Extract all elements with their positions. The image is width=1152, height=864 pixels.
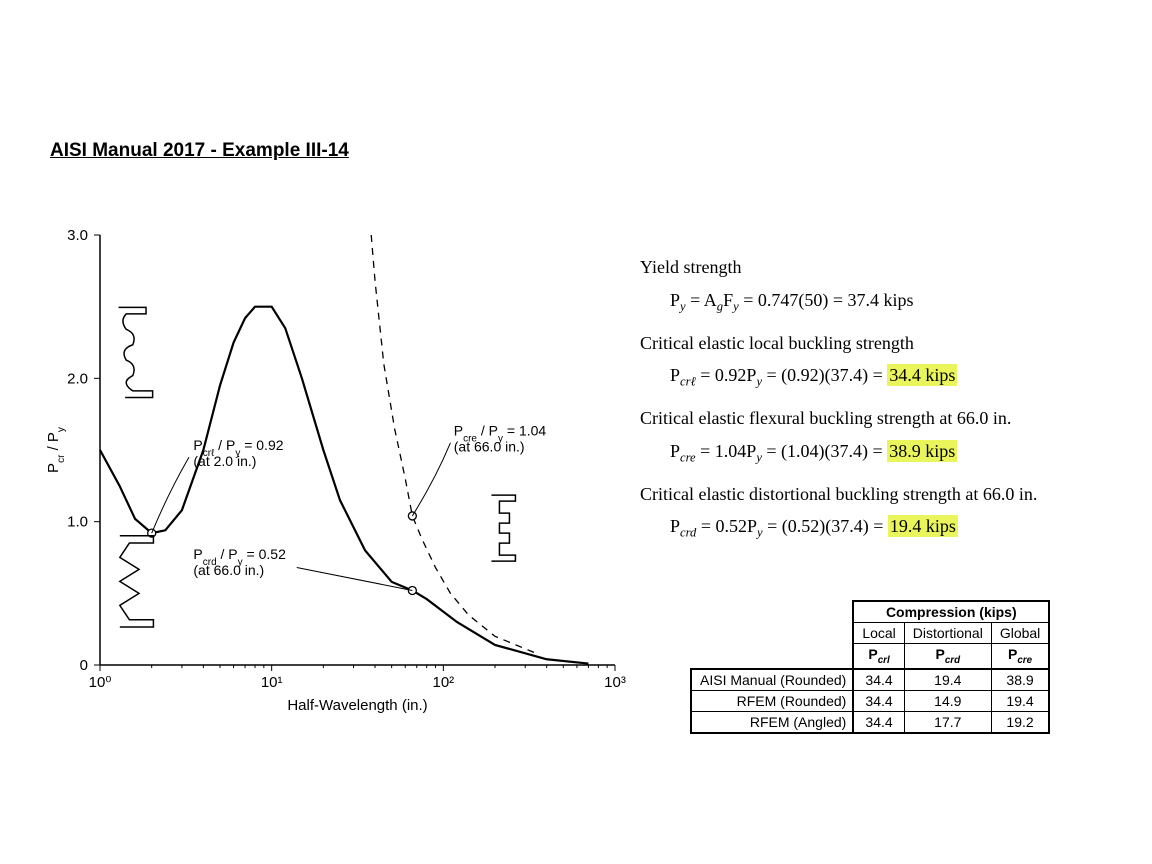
svg-text:2.0: 2.0 xyxy=(67,370,88,387)
page-title: AISI Manual 2017 - Example III-14 xyxy=(50,140,349,162)
local-result-highlight: 34.4 kips xyxy=(887,364,957,386)
svg-text:(at 2.0 in.): (at 2.0 in.) xyxy=(193,453,256,469)
svg-text:10⁰: 10⁰ xyxy=(89,674,112,691)
svg-text:10¹: 10¹ xyxy=(261,674,283,691)
svg-text:10³: 10³ xyxy=(604,674,626,691)
col-local: Local xyxy=(853,623,904,644)
distortional-equation: Pcrd = 0.52Py = (0.52)(37.4) = 19.4 kips xyxy=(670,511,1140,544)
sym-pcrl: Pcrl xyxy=(853,644,904,669)
svg-text:(at 66.0 in.): (at 66.0 in.) xyxy=(193,562,264,578)
svg-text:10²: 10² xyxy=(432,674,454,691)
col-distortional: Distortional xyxy=(904,623,991,644)
results-table: Compression (kips) Local Distortional Gl… xyxy=(690,600,1050,734)
table-row: AISI Manual (Rounded) 34.4 19.4 38.9 xyxy=(691,669,1049,691)
sym-pcrd: Pcrd xyxy=(904,644,991,669)
svg-text:0: 0 xyxy=(80,657,88,674)
table-row: RFEM (Rounded) 34.4 14.9 19.4 xyxy=(691,690,1049,711)
flexural-result-highlight: 38.9 kips xyxy=(887,440,957,462)
yield-equation: Py = AgFy = 0.747(50) = 37.4 kips xyxy=(670,285,1140,318)
svg-text:Half-Wavelength (in.): Half-Wavelength (in.) xyxy=(287,697,427,714)
svg-text:Pcr / Py: Pcr / Py xyxy=(45,427,67,473)
flexural-equation: Pcre = 1.04Py = (1.04)(37.4) = 38.9 kips xyxy=(670,436,1140,469)
distortional-result-highlight: 19.4 kips xyxy=(888,515,958,537)
sym-pcre: Pcre xyxy=(991,644,1049,669)
table-row: RFEM (Angled) 34.4 17.7 19.2 xyxy=(691,711,1049,733)
signature-curve-chart: 0 1.0 2.0 3.0 10⁰ 10¹ 10² 10³ Half-Wavelength (i… xyxy=(40,225,630,715)
local-heading: Critical elastic local buckling strength xyxy=(640,328,1140,359)
equations-block: Yield strength Py = AgFy = 0.747(50) = 3… xyxy=(640,252,1140,554)
svg-text:(at 66.0 in.): (at 66.0 in.) xyxy=(454,439,525,455)
svg-text:1.0: 1.0 xyxy=(67,514,88,531)
svg-text:3.0: 3.0 xyxy=(67,227,88,244)
col-global: Global xyxy=(991,623,1049,644)
yield-heading: Yield strength xyxy=(640,252,1140,283)
flexural-heading: Critical elastic flexural buckling stren… xyxy=(640,403,1140,434)
table-title: Compression (kips) xyxy=(853,601,1049,623)
local-equation: Pcrℓ = 0.92Py = (0.92)(37.4) = 34.4 kips xyxy=(670,360,1140,393)
distortional-heading: Critical elastic distortional buckling s… xyxy=(640,479,1140,510)
